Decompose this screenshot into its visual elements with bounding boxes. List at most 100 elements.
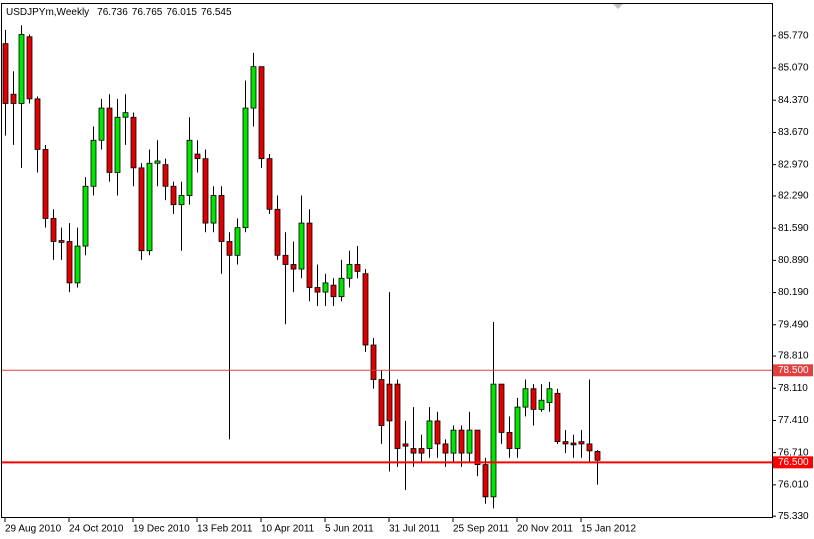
chart-header: USDJPYm,Weekly 76.736 76.765 76.015 76.545 xyxy=(6,7,232,18)
candle-body xyxy=(26,36,33,100)
y-tick-label: 76.010 xyxy=(778,480,809,491)
candle-body xyxy=(2,43,9,104)
candle-body xyxy=(74,245,81,284)
y-tick-label: 78.810 xyxy=(778,351,809,362)
candle-body xyxy=(290,264,297,270)
candle-body xyxy=(274,208,281,256)
candle-body xyxy=(138,167,145,252)
candle-body xyxy=(226,241,233,256)
y-tick-label: 82.970 xyxy=(778,159,809,170)
level-label: 78.500 xyxy=(778,365,809,376)
candle-body xyxy=(578,441,585,445)
x-tick-label: 31 Jul 2011 xyxy=(389,524,440,535)
y-tick-label: 77.410 xyxy=(778,415,809,426)
candle-body xyxy=(426,420,433,449)
candle-body xyxy=(18,34,25,104)
candle-body xyxy=(562,441,569,445)
candle-body xyxy=(98,107,105,141)
chart-title: USDJPYm,Weekly xyxy=(6,7,89,18)
candle-body xyxy=(186,139,193,196)
candle-body xyxy=(322,282,329,293)
y-tick-label: 78.110 xyxy=(778,383,808,394)
candle-body xyxy=(338,277,345,298)
y-tick-label: 84.370 xyxy=(778,95,809,106)
candle-body xyxy=(10,93,17,104)
candle-body xyxy=(490,383,497,498)
candle-body xyxy=(50,218,57,242)
candle-body xyxy=(458,429,465,454)
candle-body xyxy=(370,344,377,380)
y-tick-label: 75.330 xyxy=(778,511,809,522)
candle-body xyxy=(482,464,489,498)
candle-body xyxy=(418,448,425,454)
candle-body xyxy=(34,98,41,150)
candle-body xyxy=(282,254,289,265)
candle-body xyxy=(530,388,537,410)
candle-body xyxy=(506,432,513,449)
candle-body xyxy=(178,195,185,206)
x-tick-label: 20 Nov 2011 xyxy=(517,524,573,535)
header-low: 76.015 xyxy=(166,7,197,18)
candle-body xyxy=(106,107,113,173)
candle-body xyxy=(362,273,369,346)
candle-body xyxy=(218,195,225,242)
candle-body xyxy=(594,451,601,461)
y-tick-label: 80.890 xyxy=(778,255,809,266)
candle-body xyxy=(570,442,577,446)
y-tick-label: 82.290 xyxy=(778,191,809,202)
candle-body xyxy=(466,429,473,454)
candle-body xyxy=(354,264,361,272)
header-open: 76.736 xyxy=(97,7,128,18)
level-label-box xyxy=(773,364,813,377)
x-tick-label: 25 Sep 2011 xyxy=(453,524,509,535)
y-tick-label: 80.190 xyxy=(778,287,809,298)
candle-body xyxy=(346,264,353,279)
candle-body xyxy=(66,241,73,284)
x-tick-label: 24 Oct 2010 xyxy=(69,524,124,535)
candle-body xyxy=(162,164,169,187)
candle-body xyxy=(330,284,337,298)
y-tick-label: 85.070 xyxy=(778,63,809,74)
candle-body xyxy=(114,116,121,173)
header-high: 76.765 xyxy=(132,7,163,18)
candle-body xyxy=(234,227,241,256)
candle-body xyxy=(298,222,305,270)
shift-marker xyxy=(613,4,623,9)
candle-body xyxy=(42,149,49,219)
candle-body xyxy=(90,139,97,187)
candle-body xyxy=(122,112,129,118)
candle-body xyxy=(82,185,89,247)
candle-body xyxy=(522,388,529,408)
candle-body xyxy=(546,388,553,403)
header-close: 76.545 xyxy=(201,7,232,18)
y-tick-label: 76.710 xyxy=(778,447,809,458)
candle-body xyxy=(538,399,545,410)
x-tick-label: 10 Apr 2011 xyxy=(261,524,315,535)
candle-body xyxy=(146,162,153,252)
candle-body xyxy=(210,195,217,224)
candle-body xyxy=(250,66,257,109)
candle-body xyxy=(194,153,201,160)
candle-body xyxy=(442,443,449,454)
x-tick-label: 19 Dec 2010 xyxy=(133,524,190,535)
candle-body xyxy=(402,443,409,447)
candle-body xyxy=(434,420,441,445)
x-tick-label: 15 Jan 2012 xyxy=(581,524,636,535)
candle-body xyxy=(450,429,457,454)
y-tick-label: 83.670 xyxy=(778,127,809,138)
candle-body xyxy=(386,383,393,422)
level-label-box xyxy=(773,456,813,469)
x-tick-label: 5 Jun 2011 xyxy=(325,524,374,535)
candle-body xyxy=(410,448,417,454)
candle-body xyxy=(586,443,593,452)
candle-body xyxy=(202,158,209,224)
candle-body xyxy=(314,287,321,293)
x-tick-label: 29 Aug 2010 xyxy=(5,524,62,535)
level-label: 76.500 xyxy=(778,457,809,468)
candle-body xyxy=(242,107,249,229)
candle-body xyxy=(258,66,265,160)
candle-body xyxy=(154,160,161,164)
